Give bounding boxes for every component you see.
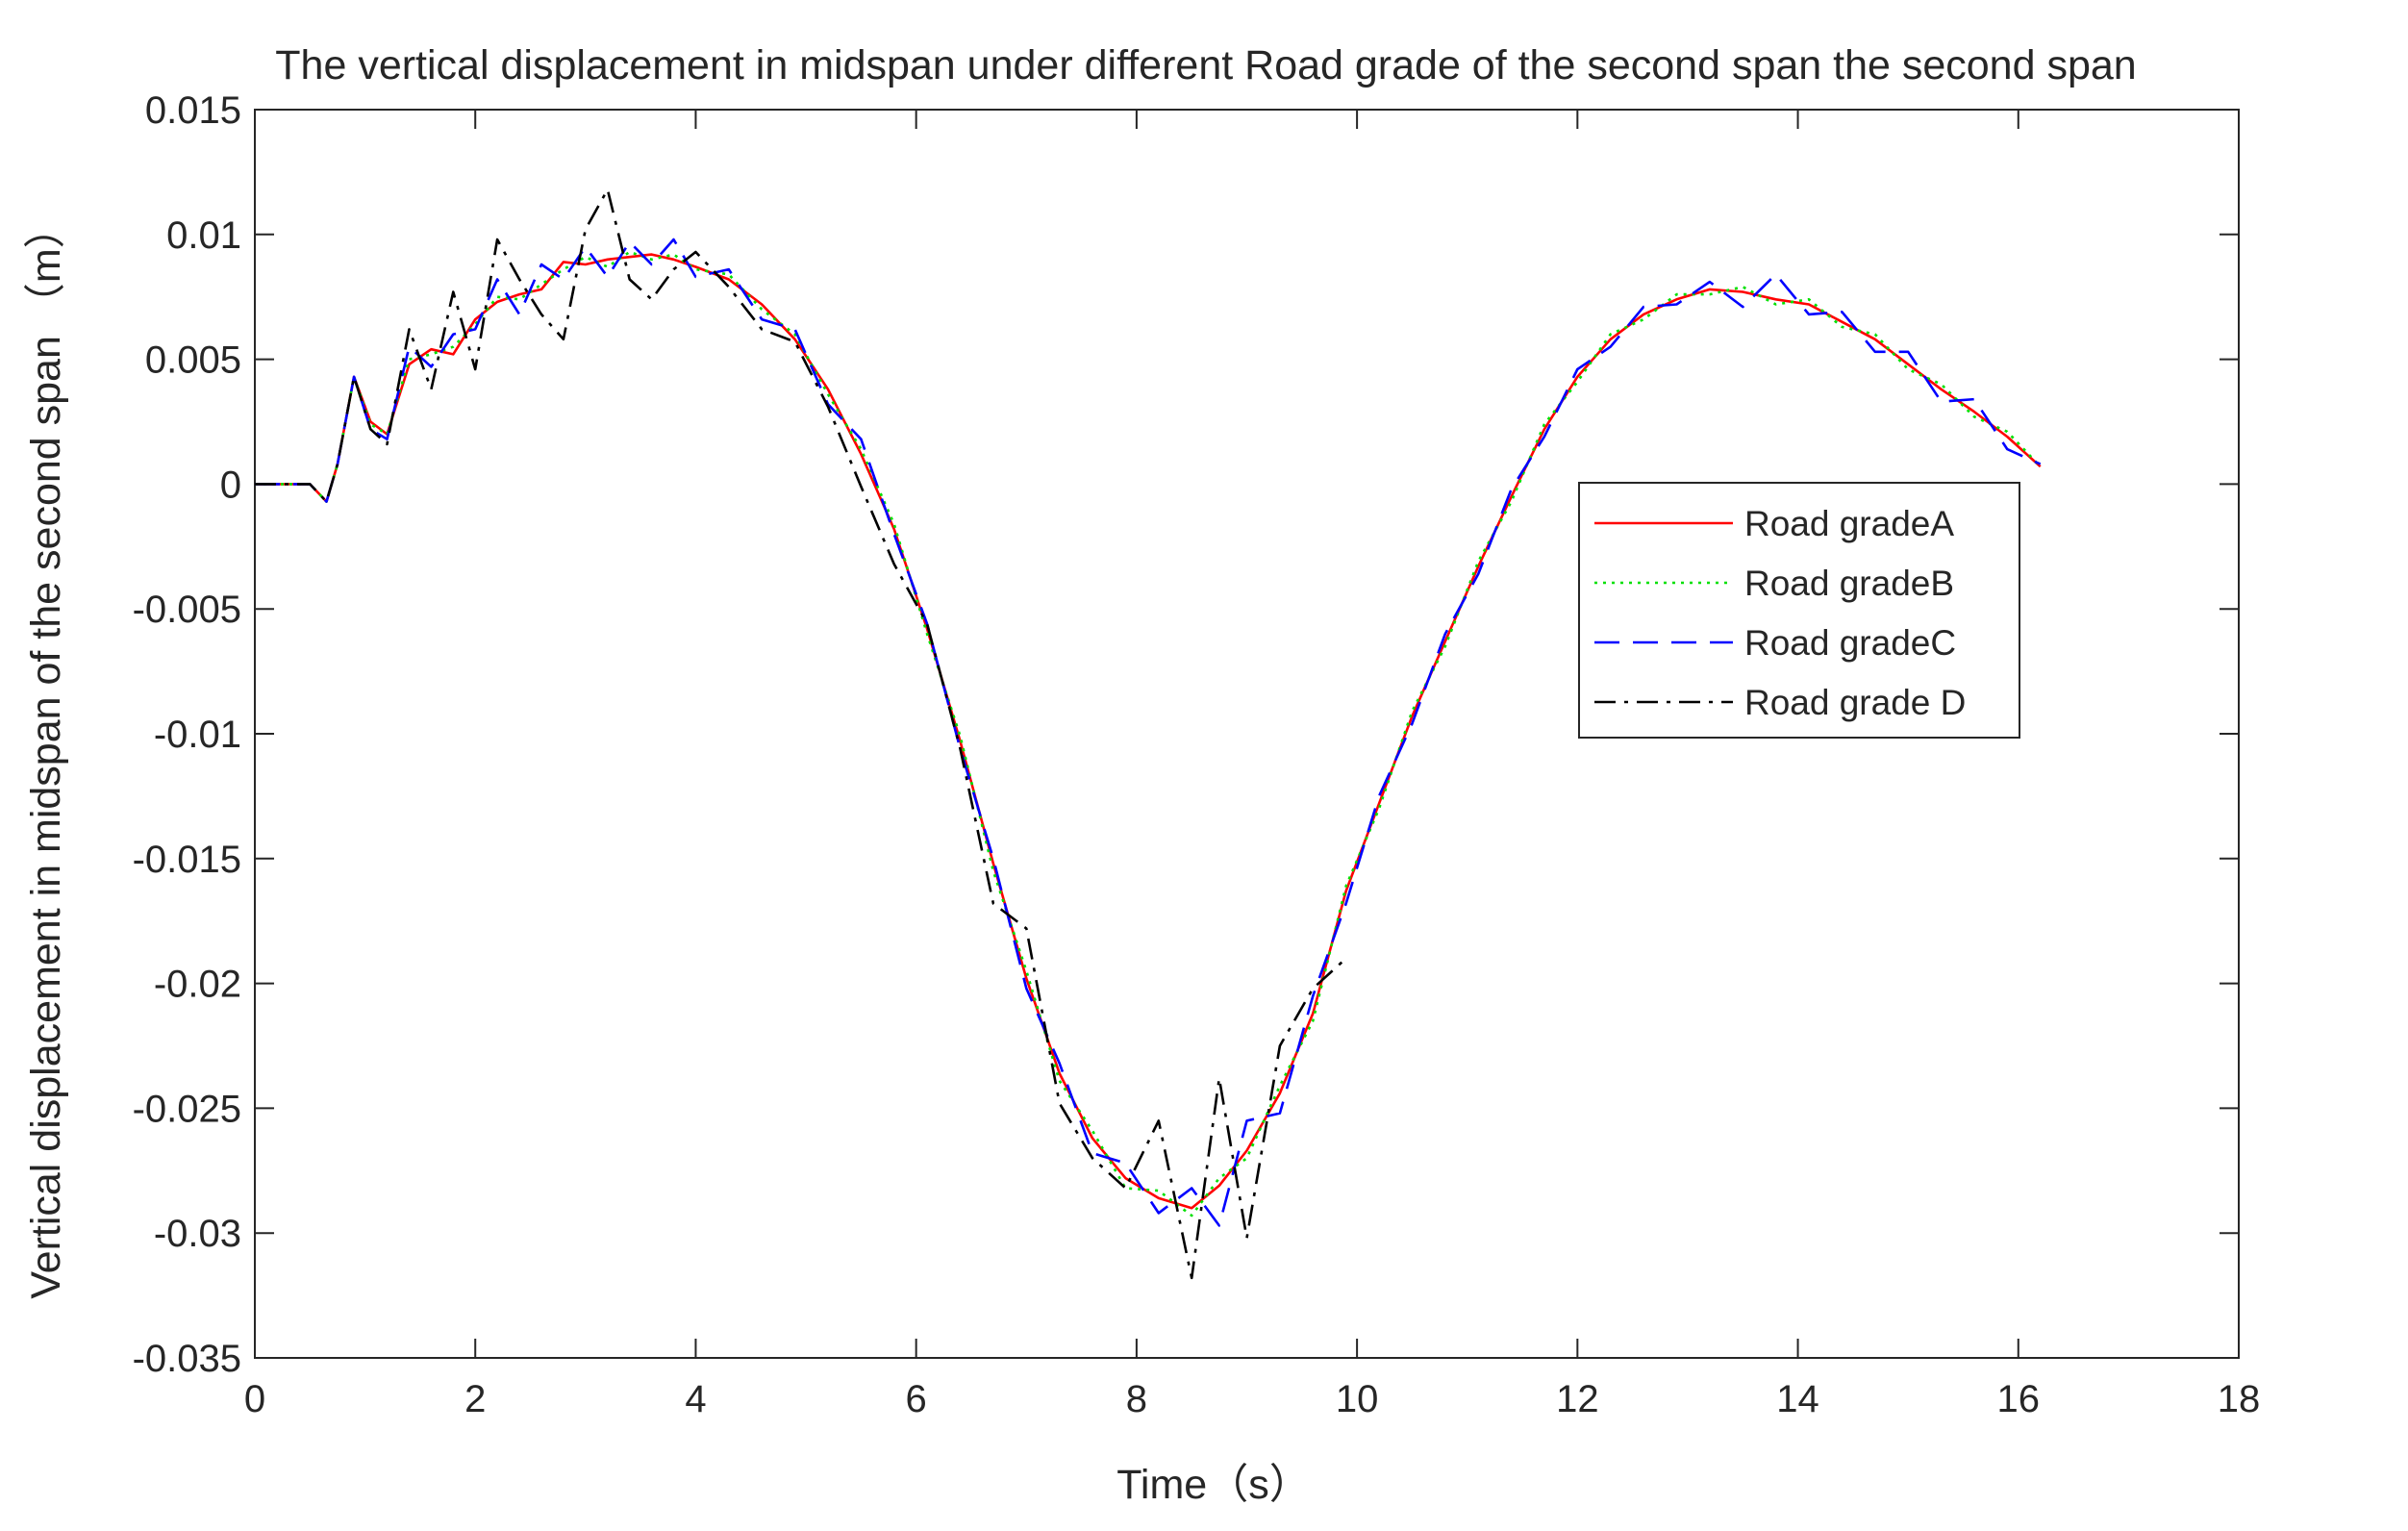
y-tick-label: -0.015: [133, 839, 241, 881]
y-tick-label: -0.03: [154, 1213, 241, 1255]
x-tick-label: 8: [1126, 1378, 1147, 1420]
x-tick-label: 14: [1776, 1378, 1819, 1420]
y-tick-label: -0.035: [133, 1338, 241, 1380]
chart-title: The vertical displacement in midspan und…: [275, 42, 2136, 88]
y-tick-label: -0.01: [154, 714, 241, 756]
y-axis-label: Vertical displacement in midspan of the …: [23, 207, 69, 1298]
x-tick-label: 16: [1997, 1378, 2041, 1420]
y-axis-ticks: 0.015 0.01 0.005 0 -0.005 -0.01 -0.015 -0.02 -0.…: [133, 89, 2239, 1380]
x-tick-label: 4: [685, 1378, 706, 1420]
x-tick-label: 0: [244, 1378, 265, 1420]
y-tick-label: 0.015: [145, 89, 241, 132]
y-tick-label: -0.02: [154, 964, 241, 1006]
series-line-4: [255, 188, 1347, 1280]
x-tick-label: 10: [1336, 1378, 1379, 1420]
legend-label: Road gradeA: [1744, 504, 1954, 543]
y-tick-label: -0.025: [133, 1088, 241, 1130]
legend-label: Road gradeC: [1744, 623, 1956, 663]
x-tick-label: 2: [464, 1378, 486, 1420]
legend-box: [1578, 482, 2020, 739]
x-axis-ticks: 0 2 4 6 8 10 12 14 16 18: [244, 110, 2260, 1420]
series-line-3: [255, 238, 2042, 1227]
y-tick-label: -0.005: [133, 589, 241, 631]
x-axis-label: Time（s）: [1116, 1462, 1310, 1508]
legend-label: Road gradeB: [1744, 564, 1954, 603]
series-layer: [255, 188, 2042, 1280]
legend-label: Road grade D: [1744, 683, 1966, 722]
x-tick-label: 12: [1556, 1378, 1599, 1420]
legend: Road gradeA Road gradeB Road gradeC Road gr…: [1578, 482, 2020, 739]
y-tick-label: 0.01: [166, 214, 241, 257]
y-tick-label: 0: [220, 464, 241, 506]
x-tick-label: 6: [906, 1378, 927, 1420]
y-tick-label: 0.005: [145, 339, 241, 382]
x-tick-label: 18: [2218, 1378, 2261, 1420]
